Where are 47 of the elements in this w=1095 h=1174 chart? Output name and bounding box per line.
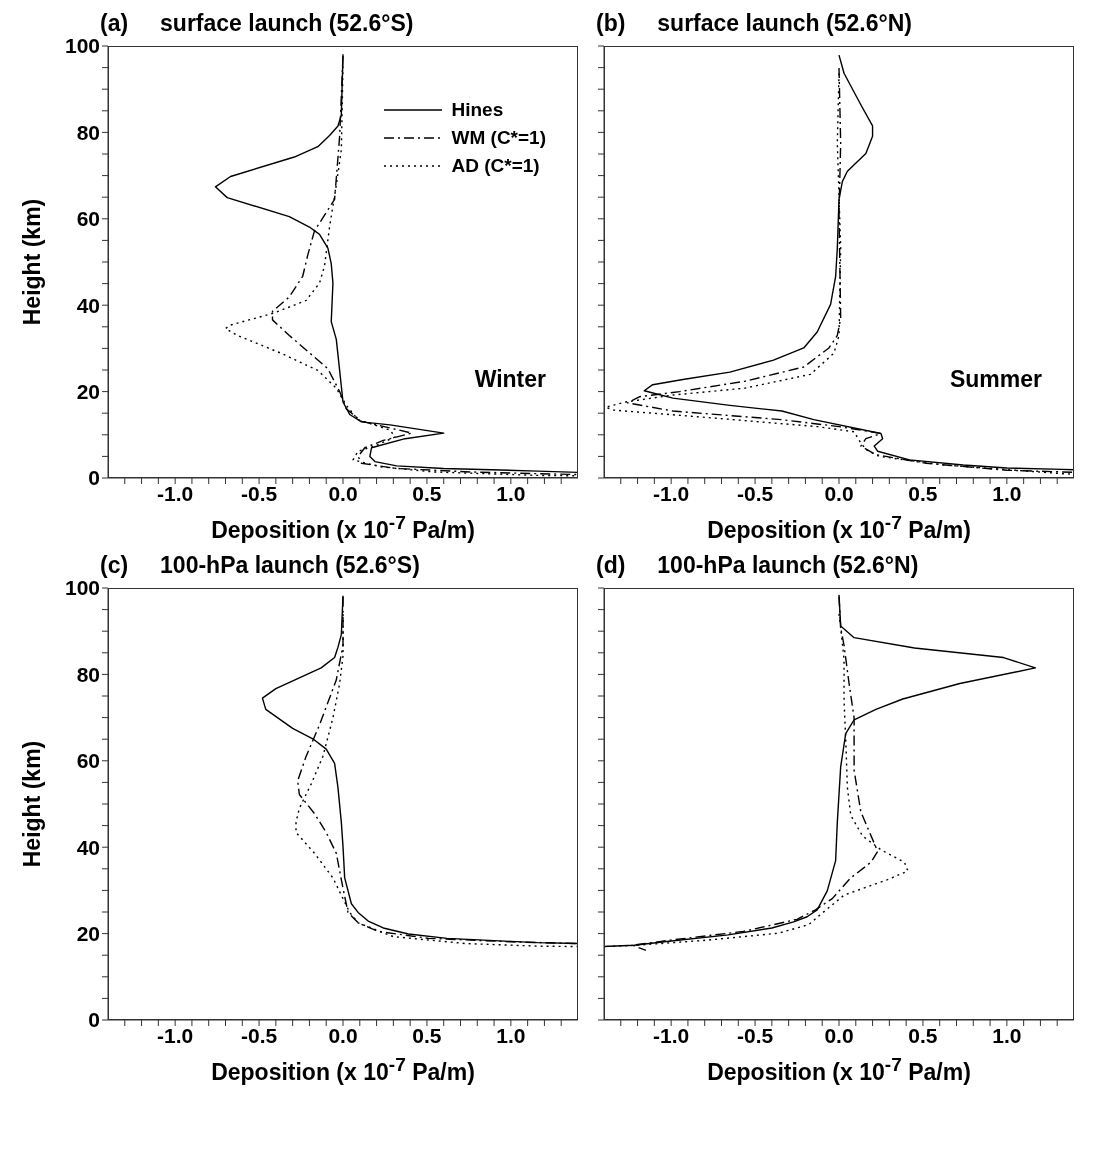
- chart-title: (b) surface launch (52.6°N): [595, 9, 913, 38]
- x-axis-title: Deposition (x 10$^{-7}$ Pa/m): [706, 1053, 972, 1086]
- x-tick-label: 0.5: [412, 1023, 442, 1047]
- y-tick-label: 0: [88, 466, 100, 490]
- y-tick-label: 40: [76, 293, 100, 317]
- x-tick-label: 1.0: [496, 1023, 526, 1047]
- x-tick-label: 1.0: [496, 481, 526, 505]
- x-tick-label: 0.5: [908, 481, 938, 505]
- legend-label: AD (C*=1): [451, 155, 540, 177]
- y-axis-title: Height (km): [19, 740, 46, 867]
- x-tick-label: 1.0: [992, 481, 1022, 505]
- y-tick-label: 20: [76, 921, 100, 945]
- x-tick-label: 0.0: [824, 1023, 854, 1047]
- x-tick-label: 0.5: [908, 1023, 938, 1047]
- x-tick-label: 0.0: [328, 481, 358, 505]
- y-tick-label: 60: [76, 207, 100, 231]
- x-axis-title: Deposition (x 10$^{-7}$ Pa/m): [210, 512, 476, 544]
- x-tick-label: -0.5: [736, 1023, 774, 1047]
- y-tick-label: 60: [76, 748, 100, 772]
- x-axis-title: Deposition (x 10$^{-7}$ Pa/m): [210, 1053, 476, 1086]
- chart-title: (d) 100-hPa launch (52.6°N): [595, 550, 920, 580]
- x-tick-label: 0.5: [412, 481, 442, 505]
- x-axis-title: Deposition (x 10$^{-7}$ Pa/m): [706, 512, 972, 544]
- x-tick-label: 1.0: [992, 1023, 1022, 1047]
- annotation: Summer: [949, 365, 1042, 393]
- x-tick-label: -1.0: [653, 1023, 690, 1047]
- x-tick-label: 0.0: [824, 481, 854, 505]
- x-tick-label: -0.5: [240, 1023, 278, 1047]
- x-tick-label: -1.0: [157, 481, 194, 505]
- x-tick-label: -1.0: [653, 481, 690, 505]
- y-tick-label: 40: [76, 835, 100, 859]
- x-tick-label: -0.5: [736, 481, 774, 505]
- y-tick-label: 20: [76, 380, 100, 404]
- x-tick-label: -0.5: [240, 481, 278, 505]
- y-tick-label: 80: [76, 662, 100, 686]
- chart-title: (c) 100-hPa launch (52.6°S): [99, 550, 421, 580]
- y-tick-label: 0: [88, 1008, 100, 1032]
- legend-label: Hines: [451, 99, 504, 121]
- y-axis-title: Height (km): [19, 198, 46, 326]
- y-tick-label: 100: [64, 34, 100, 58]
- y-tick-label: 100: [64, 576, 100, 600]
- x-tick-label: 0.0: [328, 1023, 358, 1047]
- annotation: Winter: [474, 365, 546, 393]
- chart-title: (a) surface launch (52.6°S): [99, 9, 415, 38]
- y-tick-label: 80: [76, 120, 100, 144]
- legend-label: WM (C*=1): [451, 127, 546, 149]
- x-tick-label: -1.0: [157, 1023, 194, 1047]
